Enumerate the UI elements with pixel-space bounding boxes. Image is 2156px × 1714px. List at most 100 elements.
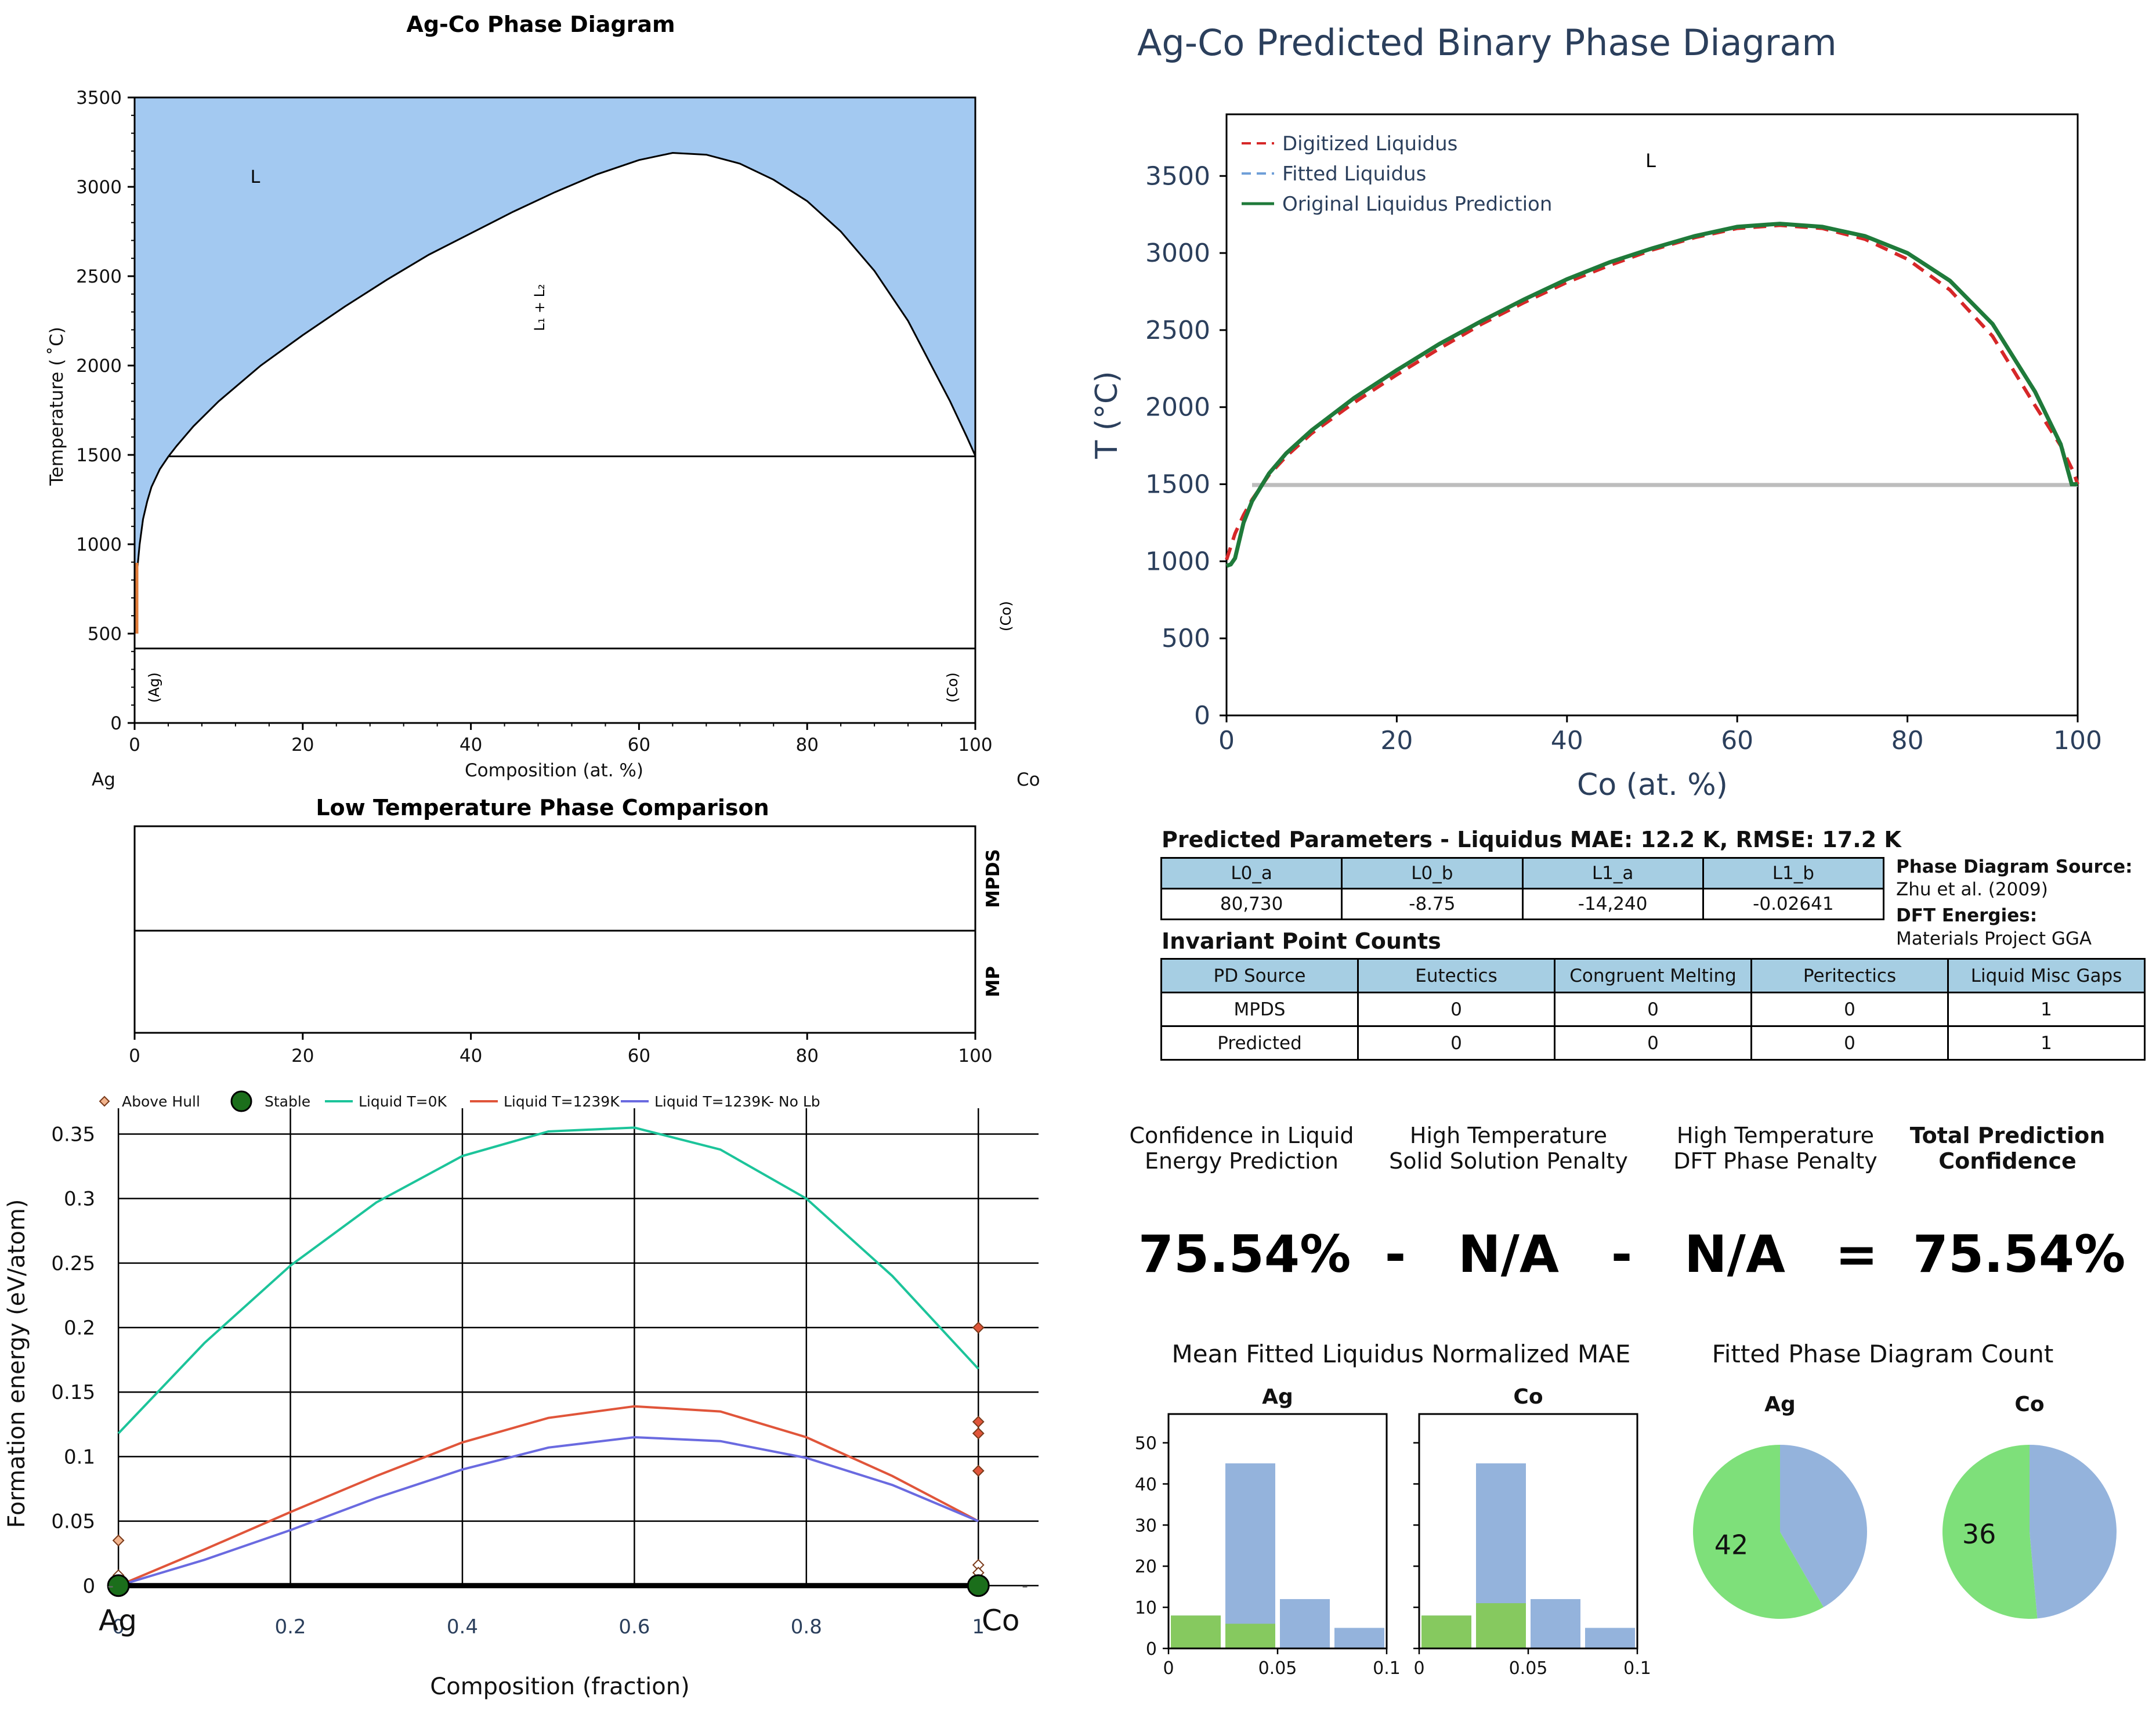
y-tick-label: 30 [1135, 1516, 1157, 1536]
x-tick-label: 80 [795, 1046, 818, 1066]
y-tick-label: 0.1 [64, 1445, 95, 1469]
miscibility-gap-label: L₁ + L₂ [531, 284, 548, 331]
pie-ag: Ag 42 [1692, 1393, 1867, 1619]
y-tick-label: 1000 [1145, 547, 1210, 576]
phase-diagram-x-label: Composition (at. %) [465, 760, 643, 781]
pd-source-label: Phase Diagram Source: [1896, 856, 2133, 877]
stable-points [107, 1574, 990, 1597]
y-tick-label: 3000 [76, 177, 122, 198]
legend-label: Digitized Liquidus [1282, 132, 1457, 156]
liquid-region-label: L [251, 167, 261, 187]
phase-diagram-panel: Ag-Co Phase Diagram 0 20 40 60 80 100 0 500 100… [46, 12, 1040, 790]
invariants-cell: 0 [1357, 992, 1555, 1027]
invariants-cell: Predicted [1160, 1025, 1359, 1061]
y-tick-label: 1000 [76, 534, 122, 555]
legend-label: Liquid T=1239K- No Lb [654, 1093, 820, 1110]
y-tick-label: 40 [1135, 1474, 1157, 1495]
invariants-title: Invariant Point Counts [1162, 928, 1441, 954]
x-tick-label: 20 [291, 735, 314, 755]
histogram-bar-total [1334, 1628, 1384, 1648]
histogram-bar-fitted [1171, 1615, 1221, 1648]
y-tick-label: 1500 [1145, 470, 1210, 500]
params-header: L0_b [1341, 857, 1524, 889]
legend-label: Liquid T=0K [359, 1093, 447, 1110]
params-header: L0_a [1160, 857, 1343, 889]
histogram-bar-fitted [1225, 1623, 1275, 1648]
formation-energy-x-ticks: 0 0.2 0.4 0.6 0.8 1 [112, 1615, 985, 1639]
legend-marker-above-hull [99, 1095, 110, 1107]
confidence-minus: - [1384, 1224, 1406, 1284]
left-element-label: Ag [92, 769, 115, 790]
invariants-cell: 1 [1947, 992, 2146, 1027]
histogram-bar-total [1225, 1463, 1275, 1648]
stable-point [967, 1574, 990, 1597]
y-tick-label: 0.05 [51, 1510, 95, 1534]
x-tick-label: 0 [1413, 1658, 1424, 1679]
x-tick-label: 60 [628, 735, 650, 755]
confidence-label-line: Total Prediction [1909, 1123, 2106, 1148]
x-tick-label: 0 [112, 1615, 125, 1639]
invariants-cell: 0 [1750, 992, 1949, 1027]
predicted-x-label: Co (at. %) [1577, 768, 1728, 802]
y-tick-label: 2000 [1145, 393, 1210, 422]
ag-solid-label: (Ag) [146, 672, 162, 703]
params-value: -14,240 [1521, 888, 1704, 920]
x-tick-label: 0.05 [1509, 1658, 1548, 1679]
y-tick-label: 20 [1135, 1557, 1157, 1577]
confidence-value-liquid: 75.54% [1138, 1224, 1351, 1284]
legend-label: Original Liquidus Prediction [1282, 193, 1552, 216]
params-value: -8.75 [1341, 888, 1524, 920]
above-hull-point [112, 1534, 125, 1547]
x-tick-label: 20 [1380, 726, 1413, 755]
above-hull-point [972, 1465, 985, 1477]
histogram-frame [1167, 1413, 1388, 1650]
series-original-liquidus [1225, 222, 2078, 568]
x-tick-label: 0.1 [1623, 1658, 1651, 1679]
phase-diagram-x-ticks: 0 20 40 60 80 100 [129, 723, 993, 755]
confidence-label-line: DFT Phase Penalty [1673, 1148, 1878, 1174]
above-hull-point [972, 1415, 985, 1428]
y-tick-label: 1500 [76, 445, 122, 466]
y-tick-label: 500 [88, 624, 122, 645]
phase-diagram-count-panel: Fitted Phase Diagram Count Ag 42 Co 36 [1692, 1340, 2117, 1619]
predicted-legend: Digitized Liquidus Fitted Liquidus Origina… [1242, 132, 1552, 216]
y-tick-label: 2500 [1145, 316, 1210, 345]
x-tick-label: 40 [460, 1046, 482, 1066]
predicted-diagram-panel: Ag-Co Predicted Binary Phase Diagram 0 20… [1090, 21, 2102, 802]
low-temp-frame [133, 825, 976, 1034]
x-tick-label: 60 [628, 1046, 650, 1066]
formation-energy-y-label: Formation energy (eV/atom) [3, 1199, 30, 1528]
confidence-value-dft: N/A [1684, 1224, 1785, 1284]
histogram-co: Co 0 0.05 0.1 [1413, 1385, 1651, 1679]
dft-source-label: DFT Energies: [1896, 905, 2038, 926]
confidence-label-line: Confidence [1938, 1148, 2077, 1174]
x-tick-label: 0.05 [1258, 1658, 1297, 1679]
pie-label: 42 [1714, 1529, 1749, 1561]
invariants-table: PD Source Eutectics Congruent Melting Pe… [1160, 958, 2146, 1061]
x-tick-label: 80 [1891, 726, 1924, 755]
phase-diagram-title: Ag-Co Phase Diagram [406, 12, 675, 37]
x-tick-label: 0 [1218, 726, 1235, 755]
y-tick-label: 2000 [76, 356, 122, 377]
histogram-title: Co [1513, 1385, 1543, 1409]
series-liquid-1239k [118, 1405, 979, 1587]
y-tick-label: 0 [110, 713, 122, 734]
pie-slice-other [2030, 1445, 2117, 1619]
stable-point [107, 1574, 130, 1597]
x-tick-label: 0 [129, 1046, 140, 1066]
phase-diagram-frame [133, 96, 976, 724]
fe-left-element: Ag [99, 1604, 137, 1637]
confidence-label-dft: High Temperature DFT Phase Penalty [1654, 1123, 1897, 1174]
x-tick-label: 60 [1721, 726, 1753, 755]
x-tick-label: 0.2 [274, 1615, 306, 1639]
confidence-value-solid-solution: N/A [1458, 1224, 1559, 1284]
histogram-frame [1418, 1413, 1638, 1650]
invariants-cell: 0 [1357, 1025, 1555, 1061]
pie-co: Co 36 [1942, 1393, 2117, 1619]
predicted-x-ticks: 0 20 40 60 80 100 [1218, 715, 2102, 755]
legend-label: Above Hull [122, 1093, 200, 1110]
y-tick-label: 2500 [76, 266, 122, 287]
pie-label: 36 [1962, 1518, 1996, 1550]
x-tick-label: 0 [1163, 1658, 1174, 1679]
